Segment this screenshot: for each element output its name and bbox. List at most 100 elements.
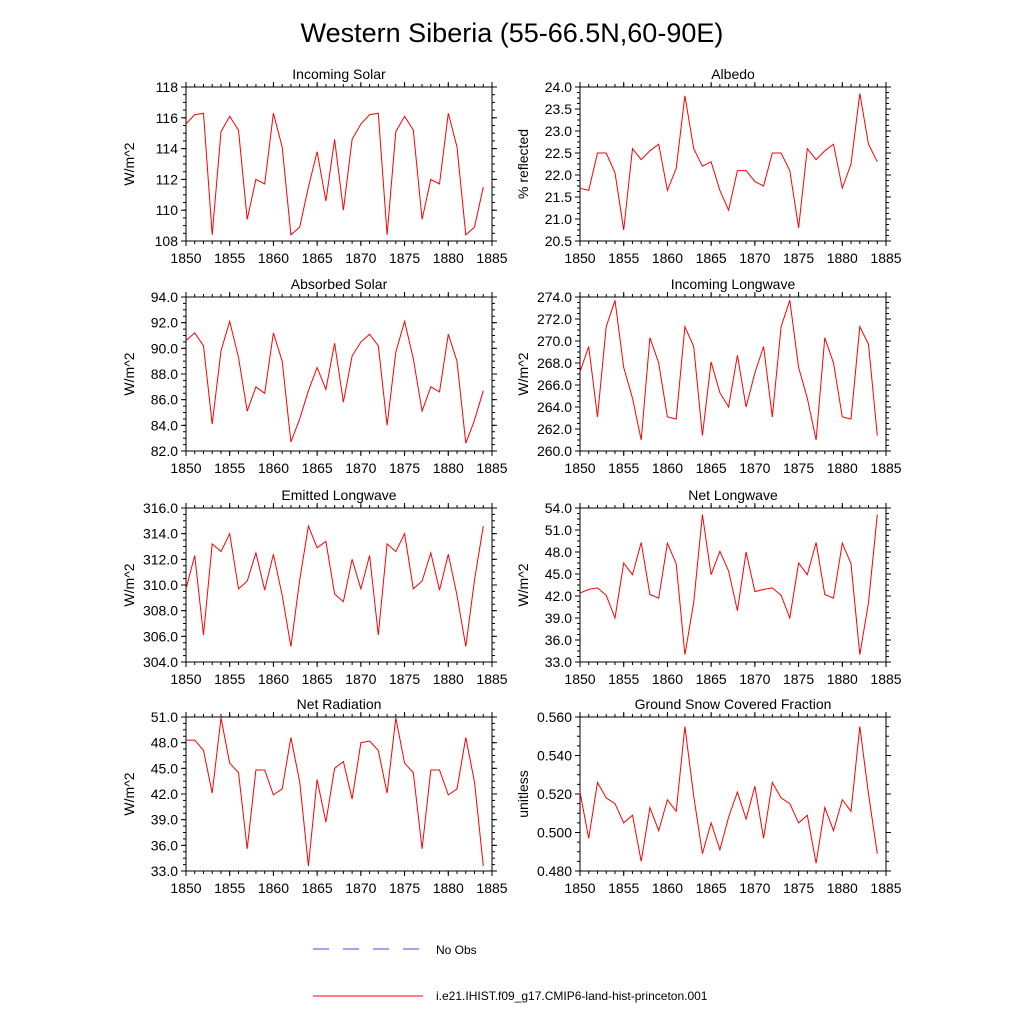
panel-title-emitted-longwave: Emitted Longwave — [281, 487, 396, 503]
series-line-incoming-solar — [185, 112, 484, 236]
x-tick-label-ground-snow-covered-fraction: 1860 — [652, 880, 683, 896]
y-tick-label-net-longwave: 54.0 — [545, 500, 572, 516]
plot-frame-emitted-longwave — [185, 507, 493, 663]
y-axis-label-incoming-longwave: W/m^2 — [515, 352, 531, 395]
y-tick-label-net-longwave: 33.0 — [545, 654, 572, 670]
x-tick-label-net-longwave: 1870 — [739, 671, 770, 687]
x-tick-label-net-radiation: 1880 — [433, 880, 464, 896]
panel-title-incoming-longwave: Incoming Longwave — [671, 276, 796, 292]
series-line-incoming-longwave — [579, 300, 878, 441]
x-tick-label-absorbed-solar: 1870 — [345, 460, 376, 476]
legend-obs-label: No Obs — [436, 943, 477, 957]
plot-frame-net-radiation — [185, 716, 493, 872]
x-tick-label-incoming-solar: 1860 — [258, 250, 289, 266]
y-tick-label-incoming-longwave: 274.0 — [537, 289, 572, 305]
y-tick-label-incoming-longwave: 266.0 — [537, 377, 572, 393]
x-tick-label-emitted-longwave: 1865 — [302, 671, 333, 687]
y-tick-label-incoming-longwave: 264.0 — [537, 399, 572, 415]
plot-frame-incoming-solar — [185, 86, 493, 242]
y-tick-label-emitted-longwave: 314.0 — [143, 526, 178, 542]
y-tick-label-incoming-longwave: 272.0 — [537, 311, 572, 327]
x-tick-label-net-longwave: 1860 — [652, 671, 683, 687]
y-tick-label-albedo: 23.0 — [545, 123, 572, 139]
panel-title-net-radiation: Net Radiation — [297, 696, 382, 712]
y-tick-label-incoming-solar: 110 — [156, 202, 179, 218]
x-tick-label-ground-snow-covered-fraction: 1850 — [564, 880, 595, 896]
y-axis-label-absorbed-solar: W/m^2 — [121, 352, 137, 395]
x-tick-label-ground-snow-covered-fraction: 1885 — [870, 880, 901, 896]
panel-title-albedo: Albedo — [711, 66, 755, 82]
x-tick-label-incoming-longwave: 1865 — [696, 460, 727, 476]
x-tick-label-albedo: 1880 — [827, 250, 858, 266]
x-tick-label-albedo: 1885 — [870, 250, 901, 266]
y-tick-label-net-radiation: 45.0 — [151, 760, 178, 776]
x-tick-label-albedo: 1865 — [696, 250, 727, 266]
y-tick-label-emitted-longwave: 308.0 — [143, 603, 178, 619]
x-tick-label-albedo: 1860 — [652, 250, 683, 266]
x-tick-label-albedo: 1870 — [739, 250, 770, 266]
figure-title: Western Siberia (55-66.5N,60-90E) — [301, 18, 724, 48]
x-tick-label-net-longwave: 1865 — [696, 671, 727, 687]
y-tick-label-net-radiation: 39.0 — [151, 812, 178, 828]
x-tick-label-incoming-solar: 1875 — [389, 250, 420, 266]
x-tick-label-ground-snow-covered-fraction: 1855 — [608, 880, 639, 896]
x-tick-label-net-longwave: 1880 — [827, 671, 858, 687]
x-tick-label-net-radiation: 1870 — [345, 880, 376, 896]
y-tick-label-net-longwave: 42.0 — [545, 588, 572, 604]
y-tick-label-incoming-solar: 118 — [156, 79, 179, 95]
x-tick-label-net-longwave: 1855 — [608, 671, 639, 687]
y-axis-label-net-longwave: W/m^2 — [515, 563, 531, 606]
y-tick-label-albedo: 24.0 — [545, 79, 572, 95]
x-tick-label-albedo: 1875 — [783, 250, 814, 266]
y-axis-label-incoming-solar: W/m^2 — [121, 142, 137, 185]
y-tick-label-albedo: 21.5 — [545, 189, 572, 205]
x-tick-label-net-radiation: 1860 — [258, 880, 289, 896]
x-tick-label-absorbed-solar: 1860 — [258, 460, 289, 476]
x-tick-label-emitted-longwave: 1885 — [476, 671, 507, 687]
panel-title-ground-snow-covered-fraction: Ground Snow Covered Fraction — [635, 696, 832, 712]
x-tick-label-albedo: 1850 — [564, 250, 595, 266]
x-tick-label-ground-snow-covered-fraction: 1870 — [739, 880, 770, 896]
y-tick-label-incoming-solar: 114 — [156, 141, 179, 157]
panel-title-net-longwave: Net Longwave — [688, 487, 778, 503]
panel-net-longwave: Net Longwave W/m^2 33.0 36.0 39.0 42.0 45.0 48.… — [515, 487, 902, 687]
series-line-ground-snow-covered-fraction — [579, 726, 878, 864]
y-tick-label-net-radiation: 42.0 — [151, 786, 178, 802]
x-tick-label-ground-snow-covered-fraction: 1865 — [696, 880, 727, 896]
x-tick-label-net-longwave: 1850 — [564, 671, 595, 687]
x-tick-label-absorbed-solar: 1885 — [476, 460, 507, 476]
y-tick-label-net-longwave: 39.0 — [545, 610, 572, 626]
panel-absorbed-solar: Absorbed Solar W/m^2 82.0 84.0 86.0 88.0 90.0 9… — [121, 276, 508, 476]
y-tick-label-emitted-longwave: 316.0 — [143, 500, 178, 516]
x-tick-label-emitted-longwave: 1880 — [433, 671, 464, 687]
x-tick-label-ground-snow-covered-fraction: 1875 — [783, 880, 814, 896]
series-line-emitted-longwave — [185, 524, 484, 647]
x-tick-label-incoming-longwave: 1860 — [652, 460, 683, 476]
x-tick-label-absorbed-solar: 1865 — [302, 460, 333, 476]
x-tick-label-net-radiation: 1885 — [476, 880, 507, 896]
y-tick-label-net-longwave: 45.0 — [545, 566, 572, 582]
panel-emitted-longwave: Emitted Longwave W/m^2 304.0 306.0 308.0 310.… — [121, 487, 508, 687]
y-tick-label-albedo: 20.5 — [545, 233, 572, 249]
y-tick-label-emitted-longwave: 306.0 — [143, 628, 178, 644]
y-tick-label-absorbed-solar: 94.0 — [151, 289, 178, 305]
y-tick-label-emitted-longwave: 304.0 — [143, 654, 178, 670]
y-tick-label-absorbed-solar: 90.0 — [151, 340, 178, 356]
x-tick-label-absorbed-solar: 1880 — [433, 460, 464, 476]
x-tick-label-incoming-longwave: 1885 — [870, 460, 901, 476]
panel-title-incoming-solar: Incoming Solar — [292, 66, 386, 82]
y-axis-label-ground-snow-covered-fraction: unitless — [515, 770, 531, 817]
y-tick-label-incoming-longwave: 270.0 — [537, 333, 572, 349]
y-tick-label-absorbed-solar: 92.0 — [151, 315, 178, 331]
x-tick-label-incoming-solar: 1865 — [302, 250, 333, 266]
y-tick-label-albedo: 22.0 — [545, 167, 572, 183]
y-tick-label-incoming-solar: 108 — [155, 233, 179, 249]
y-tick-label-net-radiation: 33.0 — [151, 863, 178, 879]
x-tick-label-emitted-longwave: 1850 — [170, 671, 201, 687]
plot-frame-net-longwave — [579, 507, 887, 663]
y-tick-label-ground-snow-covered-fraction: 0.560 — [537, 709, 572, 725]
x-tick-label-net-longwave: 1885 — [870, 671, 901, 687]
y-tick-label-incoming-longwave: 262.0 — [537, 421, 572, 437]
